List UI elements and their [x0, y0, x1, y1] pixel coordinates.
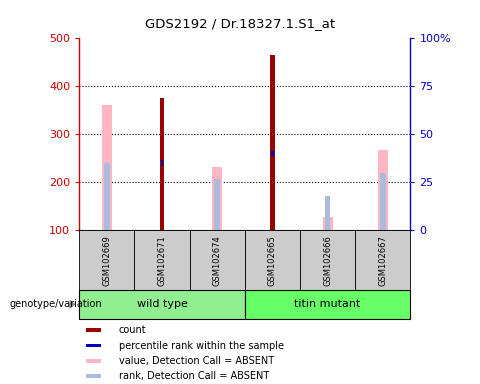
Text: titin mutant: titin mutant	[294, 299, 361, 310]
Text: GSM102671: GSM102671	[157, 235, 167, 286]
Text: value, Detection Call = ABSENT: value, Detection Call = ABSENT	[119, 356, 274, 366]
Text: percentile rank within the sample: percentile rank within the sample	[119, 341, 284, 351]
Text: GSM102665: GSM102665	[268, 235, 277, 286]
Text: wild type: wild type	[137, 299, 187, 310]
Bar	[160, 98, 164, 230]
Bar	[86, 328, 101, 332]
Text: rank, Detection Call = ABSENT: rank, Detection Call = ABSENT	[119, 371, 269, 381]
Text: GSM102669: GSM102669	[102, 235, 111, 286]
Bar	[86, 359, 101, 363]
Bar	[102, 104, 112, 230]
Bar	[323, 217, 333, 230]
Text: GSM102674: GSM102674	[213, 235, 222, 286]
Bar	[86, 344, 101, 348]
Bar	[161, 161, 163, 166]
Bar	[245, 290, 410, 319]
Bar	[86, 374, 101, 378]
Bar	[380, 173, 385, 230]
Text: GSM102667: GSM102667	[378, 235, 387, 286]
Text: count: count	[119, 325, 146, 335]
Bar	[190, 230, 245, 290]
Bar	[245, 230, 300, 290]
Bar	[104, 163, 109, 230]
Bar	[212, 167, 222, 230]
Bar	[378, 150, 388, 230]
Bar	[355, 230, 410, 290]
Text: GSM102666: GSM102666	[323, 235, 332, 286]
Bar	[270, 55, 275, 230]
Bar	[79, 290, 245, 319]
Bar	[271, 151, 274, 157]
Text: GDS2192 / Dr.18327.1.S1_at: GDS2192 / Dr.18327.1.S1_at	[145, 17, 335, 30]
Bar	[300, 230, 355, 290]
Bar	[215, 179, 220, 230]
Bar	[325, 196, 330, 230]
Bar	[134, 230, 190, 290]
Bar	[79, 230, 134, 290]
Text: genotype/variation: genotype/variation	[10, 299, 102, 310]
